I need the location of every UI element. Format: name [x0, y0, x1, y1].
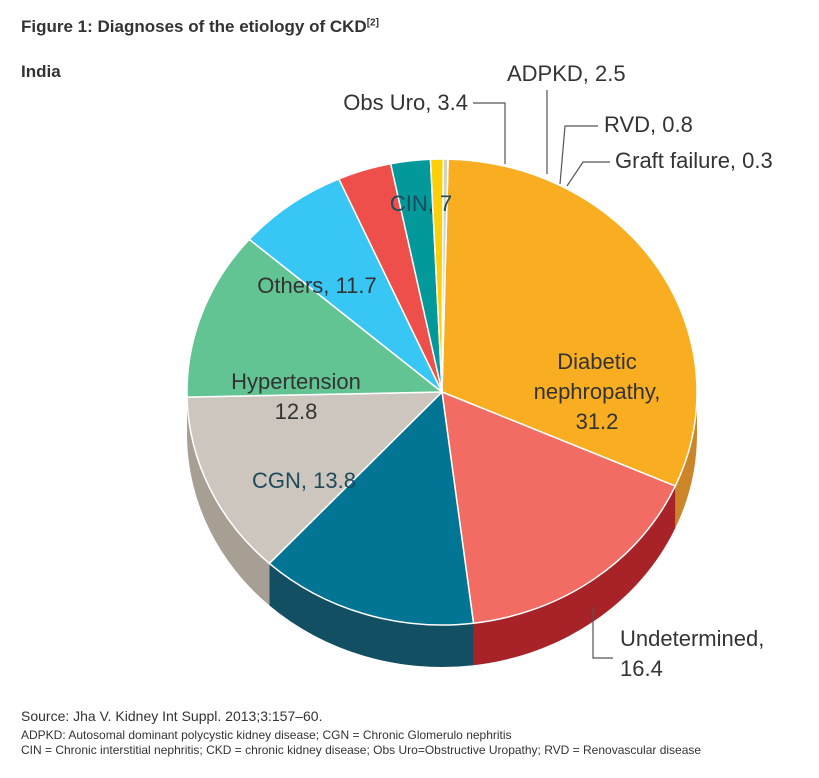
slice-label-line: Undetermined,: [620, 626, 764, 651]
figure-title: Figure 1: Diagnoses of the etiology of C…: [21, 17, 379, 37]
slice-hypertension: [186, 391, 443, 565]
figure-subtitle: India: [21, 62, 61, 81]
slice-label-adpkd: ADPKD, 2.5: [507, 61, 626, 86]
slice-label-line: nephropathy,: [534, 379, 661, 404]
slice-label-line: Others, 11.7: [257, 273, 376, 298]
figure-footer: Source: Jha V. Kidney Int Suppl. 2013;3:…: [21, 708, 701, 758]
figure-title-text: Figure 1: Diagnoses of the etiology of C…: [21, 17, 367, 36]
slice-others: [186, 238, 443, 398]
slice-label-line: Hypertension: [231, 369, 361, 394]
slice-label-line: Obs Uro, 3.4: [343, 90, 468, 115]
abbreviations-line-2: CIN = Chronic interstitial nephritis; CK…: [21, 743, 702, 757]
slice-label-line: Diabetic: [557, 349, 636, 374]
slice-label-cin: CIN, 7: [390, 191, 452, 216]
leader-line-obs-uro: [473, 102, 506, 164]
figure-reference: [2]: [366, 17, 379, 29]
slice-label-line: ADPKD, 2.5: [507, 61, 626, 86]
slice-label-graft-failure: Graft failure, 0.3: [615, 148, 773, 173]
slice-label-hypertension: Hypertension 12.8: [231, 369, 361, 424]
slice-label-line: CGN, 13.8: [252, 468, 356, 493]
slice-cin: [248, 178, 443, 393]
slice-side-cgn: [269, 563, 474, 667]
pie-slices: [186, 158, 698, 626]
abbreviations-line-1: ADPKD: Autosomal dominant polycystic kid…: [21, 728, 512, 742]
slice-cgn: [268, 391, 475, 626]
slice-graft-failure: [441, 158, 449, 393]
slice-undetermined: [441, 391, 677, 624]
leader-line-graft-failure: [566, 161, 610, 187]
slice-label-line: 12.8: [275, 399, 318, 424]
slice-label-line: RVD, 0.8: [604, 112, 693, 137]
slice-label-line: 16.4: [620, 656, 663, 681]
leader-line-undetermined: [592, 607, 613, 659]
slice-label-line: 31.2: [576, 409, 619, 434]
source-note: Source: Jha V. Kidney Int Suppl. 2013;3:…: [21, 708, 323, 724]
slice-label-line: CIN, 7: [390, 191, 452, 216]
slice-label-obs-uro: Obs Uro, 3.4: [343, 90, 468, 115]
slice-label-cgn: CGN, 13.8: [252, 468, 356, 493]
slice-label-others: Others, 11.7: [257, 273, 376, 298]
slice-label-diabetic-nephropathy: Diabetic nephropathy, 31.2: [534, 349, 661, 434]
slice-label-undetermined: Undetermined, 16.4: [620, 626, 764, 681]
slice-labels: Diabetic nephropathy, 31.2 Undetermined, 16.…: [231, 61, 773, 681]
slice-side-undetermined: [473, 486, 676, 666]
slice-side-hypertension: [187, 397, 270, 606]
slice-label-rvd: RVD, 0.8: [604, 112, 693, 137]
slice-diabetic-nephropathy: [441, 158, 698, 487]
leader-line-rvd: [559, 125, 598, 185]
slice-label-line: Graft failure, 0.3: [615, 148, 773, 173]
leader-lines: [473, 90, 613, 659]
